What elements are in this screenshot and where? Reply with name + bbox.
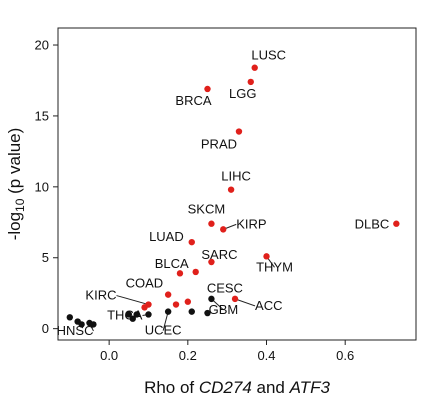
plot-frame bbox=[57, 27, 417, 341]
y-axis-title: -log10 (p value) bbox=[5, 128, 27, 241]
data-point bbox=[204, 309, 211, 317]
y-tick-label: 20 bbox=[35, 38, 49, 53]
x-axis-title-prefix: Rho of bbox=[144, 378, 199, 397]
point-label: SKCM bbox=[188, 202, 226, 217]
label-leader bbox=[234, 298, 256, 307]
data-point bbox=[184, 298, 192, 305]
point-label: KIRP bbox=[236, 216, 266, 231]
point-label: PRAD bbox=[201, 137, 237, 152]
y-tick-label: 15 bbox=[35, 108, 49, 123]
data-point bbox=[208, 295, 215, 303]
y-axis-title-suffix: (p value) bbox=[5, 128, 24, 199]
data-point bbox=[208, 220, 215, 227]
data-point bbox=[220, 226, 227, 233]
point-label: ACC bbox=[255, 298, 282, 313]
x-tick-label: 0.4 bbox=[257, 348, 275, 363]
point-label: SARC bbox=[201, 247, 237, 262]
data-point bbox=[66, 314, 74, 321]
y-axis-title-subscript: 10 bbox=[13, 198, 27, 212]
x-axis: 0.0 0.2 0.4 0.6 bbox=[100, 340, 354, 363]
y-axis-title-prefix: -log bbox=[5, 212, 24, 240]
data-point bbox=[247, 78, 254, 86]
data-point bbox=[263, 253, 270, 260]
data-point bbox=[192, 268, 199, 276]
x-tick-label: 0.0 bbox=[100, 348, 118, 363]
data-point bbox=[129, 315, 136, 322]
point-label: COAD bbox=[126, 276, 164, 291]
data-point bbox=[125, 311, 133, 318]
data-points bbox=[66, 64, 400, 328]
x-axis-title-gene2: ATF3 bbox=[289, 378, 331, 397]
point-label: LUAD bbox=[149, 229, 184, 244]
data-point bbox=[235, 128, 243, 135]
data-point bbox=[164, 308, 172, 315]
data-point bbox=[204, 85, 211, 93]
data-point bbox=[172, 301, 180, 308]
point-label: KIRC bbox=[85, 288, 116, 303]
x-axis-title: Rho of CD274 and ATF3 bbox=[144, 378, 330, 397]
y-tick-label: 0 bbox=[42, 321, 49, 336]
point-label: THYM bbox=[256, 259, 293, 274]
point-label: BRCA bbox=[175, 93, 211, 108]
point-label: GBM bbox=[209, 302, 239, 317]
y-axis: 0 5 10 15 20 bbox=[35, 38, 58, 336]
point-label: THCA bbox=[107, 307, 143, 322]
x-axis-title-gene1: CD274 bbox=[199, 378, 252, 397]
data-point bbox=[231, 295, 239, 303]
data-point bbox=[133, 311, 140, 318]
y-tick-label: 5 bbox=[42, 250, 49, 265]
point-label: HNSC bbox=[57, 323, 94, 338]
point-label: DLBC bbox=[355, 217, 390, 232]
point-labels: LUSC LGG BRCA PRAD LIHC SKCM KIRP DLBC LUAD THYM S… bbox=[57, 48, 390, 338]
label-leader bbox=[162, 311, 169, 331]
point-label: UCEC bbox=[145, 323, 182, 338]
data-point bbox=[393, 220, 400, 227]
data-point bbox=[141, 304, 148, 311]
data-point bbox=[90, 321, 97, 328]
y-tick-label: 10 bbox=[35, 179, 49, 194]
x-tick-label: 0.2 bbox=[179, 348, 197, 363]
data-point bbox=[227, 186, 235, 193]
label-leader bbox=[116, 295, 149, 306]
data-point bbox=[251, 64, 258, 71]
point-label: LIHC bbox=[221, 169, 251, 184]
data-point bbox=[164, 291, 172, 298]
x-axis-title-middle: and bbox=[252, 378, 290, 397]
point-label: LGG bbox=[229, 86, 256, 101]
data-point bbox=[145, 311, 152, 318]
data-point bbox=[188, 238, 195, 246]
point-label: LUSC bbox=[251, 48, 286, 63]
point-label: BLCA bbox=[155, 256, 189, 271]
data-point bbox=[188, 308, 195, 315]
data-point bbox=[78, 321, 85, 328]
point-label: CESC bbox=[207, 281, 243, 296]
data-point bbox=[176, 270, 184, 277]
data-point bbox=[208, 258, 215, 266]
x-tick-label: 0.6 bbox=[336, 348, 354, 363]
